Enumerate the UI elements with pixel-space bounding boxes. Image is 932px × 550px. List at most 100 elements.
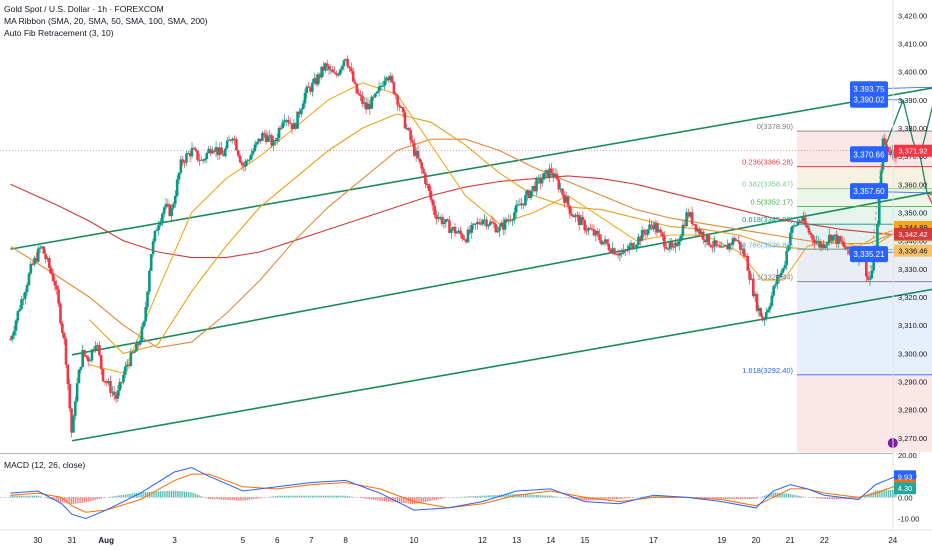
- candle-body: [705, 234, 709, 243]
- candle-body: [138, 340, 142, 345]
- candle-body: [79, 366, 83, 370]
- candle-body: [601, 241, 605, 245]
- candle-body: [405, 128, 409, 130]
- target-label: 3,335.21: [853, 250, 885, 259]
- candle-body: [350, 68, 353, 72]
- candle-body: [598, 234, 601, 241]
- candle-body: [816, 240, 820, 242]
- fib-zone: [797, 374, 932, 452]
- ma-ribbon-title[interactable]: MA Ribbon (SMA, 20, SMA, 50, SMA, 100, S…: [4, 16, 208, 26]
- candle-body: [631, 243, 635, 249]
- candle-body: [474, 223, 477, 225]
- symbol-title[interactable]: Gold Spot / U.S. Dollar · 1h · FOREXCOM: [4, 4, 164, 14]
- candle-body: [689, 212, 692, 217]
- candle-body: [568, 205, 572, 214]
- candle-body: [333, 72, 336, 74]
- price-tick-label: 3,380.00: [898, 124, 927, 133]
- candle-body: [470, 224, 474, 233]
- candle-body: [257, 138, 260, 143]
- projection-branch: [926, 192, 932, 196]
- candle-body: [325, 63, 329, 67]
- candle-body: [155, 230, 159, 232]
- candle-body: [227, 139, 231, 141]
- candle-body: [398, 104, 401, 108]
- candle-body: [820, 244, 824, 248]
- macd-badge: [894, 470, 916, 483]
- candle-body: [572, 215, 575, 218]
- candle-body: [368, 103, 372, 109]
- candle-body: [463, 238, 466, 240]
- candle-body: [246, 160, 249, 162]
- candle-body: [794, 225, 798, 227]
- candle-body: [553, 173, 557, 178]
- candle-body: [320, 66, 323, 78]
- candle-body: [726, 244, 729, 250]
- candle-body: [613, 248, 616, 255]
- candle-body: [400, 107, 403, 109]
- candle-body: [177, 172, 181, 180]
- fib-zone: [797, 166, 932, 189]
- candle-body: [242, 165, 246, 167]
- candle-body: [711, 246, 714, 248]
- candle-body: [90, 349, 94, 361]
- candle-body: [814, 241, 818, 244]
- candle-body: [359, 94, 362, 96]
- projection: 3,393.75 3,390.02 3,370.66 3,357.60 3,335.21: [849, 81, 932, 281]
- candle-body: [72, 415, 75, 433]
- time-tick-label: Aug: [98, 536, 114, 545]
- candle-body: [824, 245, 827, 248]
- price-tick-label: 3,400.00: [898, 68, 927, 77]
- macd-tick-label: -10.00: [898, 515, 919, 524]
- price-badge: [894, 244, 932, 257]
- candle-body: [802, 217, 805, 221]
- macd-title[interactable]: MACD (12, 26, close): [4, 460, 86, 470]
- candle-body: [379, 86, 383, 88]
- candle-body: [659, 229, 662, 233]
- candle-body: [314, 78, 318, 85]
- candle-body: [563, 194, 566, 203]
- candle-body: [777, 275, 781, 278]
- candle-body: [609, 249, 612, 253]
- candle-body: [240, 162, 244, 166]
- candle-body: [555, 173, 559, 180]
- candle-body: [650, 224, 653, 226]
- candle-body: [887, 146, 890, 153]
- candle-body: [492, 222, 496, 225]
- candle-body: [733, 238, 737, 241]
- fib-title[interactable]: Auto Fib Retracement (3, 10): [4, 28, 114, 38]
- macd-tick-label: 20.00: [898, 451, 917, 460]
- candle-body: [411, 140, 414, 143]
- target-badge: [850, 146, 888, 163]
- candle-body: [61, 323, 64, 333]
- time-tick-label: 7: [309, 536, 314, 545]
- candle-body: [692, 223, 696, 225]
- candle-body: [329, 69, 333, 71]
- candle-body: [757, 307, 761, 311]
- candle-body: [129, 352, 133, 366]
- candle-body: [427, 184, 431, 192]
- candle-body: [727, 243, 731, 250]
- candle-body: [162, 207, 166, 214]
- candle-body: [327, 66, 331, 70]
- candle-body: [136, 343, 140, 345]
- candle-body: [744, 255, 748, 257]
- candle-body: [190, 147, 194, 157]
- candle-body: [287, 120, 290, 123]
- candle-body: [640, 230, 644, 241]
- candle-body: [790, 226, 794, 233]
- candle-body: [637, 236, 640, 245]
- candle-body: [624, 250, 627, 252]
- candle-body: [785, 251, 788, 266]
- candle-body: [605, 239, 609, 244]
- candle-body: [211, 150, 214, 154]
- candle-body: [168, 204, 172, 216]
- candle-body: [759, 307, 763, 317]
- candle-body: [531, 186, 535, 191]
- candle-body: [546, 170, 549, 178]
- candle-body: [638, 236, 642, 241]
- candle-body: [461, 234, 464, 239]
- candle-body: [475, 222, 479, 225]
- candle-body: [46, 257, 49, 260]
